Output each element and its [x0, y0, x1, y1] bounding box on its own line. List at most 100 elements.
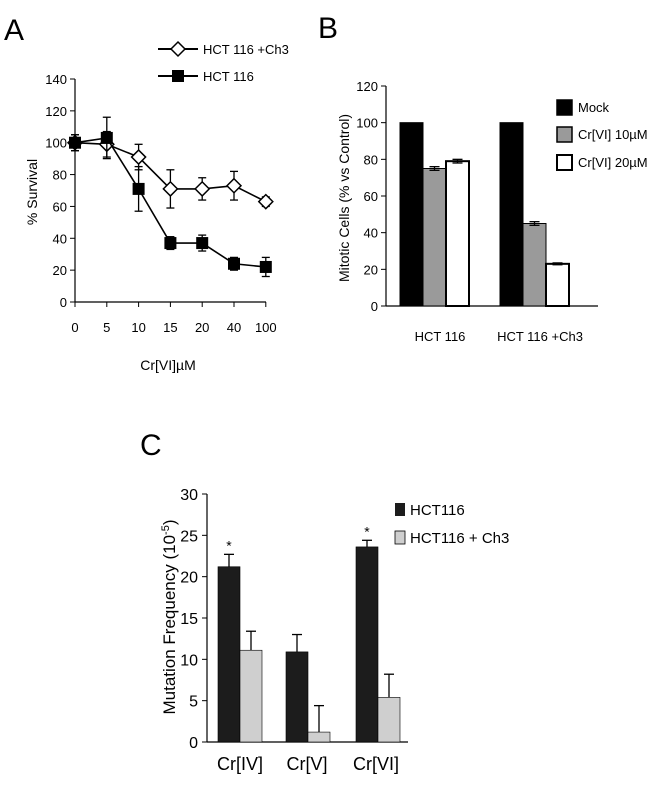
legend-marker-filled-square: [172, 70, 184, 82]
panel-a-x-axis-title: Cr[VI]µM: [140, 357, 196, 373]
bar: [522, 223, 547, 307]
data-point-square: [196, 237, 209, 250]
legend-label-mock: Mock: [578, 100, 610, 115]
bar: [285, 651, 309, 743]
y-tick-label: 20: [53, 263, 67, 278]
series-hct116-ch3: [66, 130, 274, 210]
panel-b-y-axis-title: Mitotic Cells (% vs Control): [336, 114, 352, 282]
panel-b-letter: B: [318, 12, 338, 45]
y-tick-label: 15: [180, 611, 198, 628]
y-tick-label: 60: [53, 199, 67, 214]
panel-a-y-axis-title: % Survival: [24, 159, 40, 225]
panel-c-y-ticks: 0 5 10 15 20 25 30: [180, 487, 207, 752]
panel-c-categories: Cr[IV] Cr[V] Cr[VI]: [217, 754, 399, 774]
y-tick-label: 5: [189, 694, 198, 711]
y-tick-label: 0: [189, 735, 198, 752]
legend-swatch-cr6-20um: [556, 154, 573, 171]
legend-swatch-cr6-10um: [556, 126, 573, 143]
panel-a-letter: A: [4, 14, 24, 47]
legend-swatch-mock: [556, 99, 573, 116]
series-hct116: [69, 116, 272, 278]
panel-c-legend: HCT116 HCT116 + Ch3: [394, 502, 509, 547]
y-tick-label: 20: [364, 262, 378, 277]
x-tick-label: 40: [227, 320, 241, 335]
data-point-diamond: [257, 193, 274, 210]
y-tick-label: 25: [180, 528, 198, 545]
panel-b-bars: [399, 122, 570, 308]
data-point-diamond: [130, 148, 147, 166]
y-tick-label: 120: [45, 104, 67, 119]
y-tick-label: 30: [180, 487, 198, 504]
y-tick-label: 20: [180, 570, 198, 587]
y-tick-label: 80: [53, 168, 67, 183]
panel-b-legend: Mock Cr[VI] 10µM Cr[VI] 20µM: [556, 99, 648, 171]
legend-label-hct116-ch3: HCT 116 +Ch3: [203, 42, 289, 57]
y-tick-label: 120: [356, 79, 378, 94]
panel-c-category-label: Cr[IV]: [217, 754, 263, 774]
legend-label-hct116: HCT 116: [203, 69, 254, 84]
y-tick-label: 0: [60, 295, 67, 310]
data-point-square: [259, 260, 272, 273]
panel-a-y-ticks: 0 20 40 60 80 100 120 140: [45, 72, 75, 310]
panel-c-category-label: Cr[VI]: [353, 754, 399, 774]
x-tick-label: 0: [71, 320, 78, 335]
panel-c-y-axis-title-main: Mutation Frequency (10: [160, 535, 179, 715]
panel-c-letter: C: [140, 429, 162, 462]
panel-c-category-label: Cr[V]: [286, 754, 327, 774]
data-point-diamond: [225, 177, 243, 194]
y-tick-label: 40: [53, 231, 67, 246]
legend-swatch-hct116-ch3: [394, 530, 406, 545]
significance-star: *: [226, 537, 232, 553]
data-point-diamond: [162, 180, 179, 197]
legend-label-hct116-ch3: HCT116 + Ch3: [410, 530, 509, 547]
panel-a-line-chart: A HCT 116 +Ch3 HCT 116 02040608010012014…: [4, 14, 289, 373]
y-tick-label: 100: [45, 136, 67, 151]
legend-label-cr6-10um: Cr[VI] 10µM: [578, 127, 648, 142]
bar: [499, 122, 524, 307]
panel-b-category-label: HCT 116: [415, 329, 466, 344]
bar: [422, 168, 447, 307]
panel-a-x-ticks: 0 5 10 15 20 40 100: [71, 302, 277, 335]
panel-b-y-ticks: 0 20 40 60 80 100 120: [356, 79, 386, 314]
bar: [239, 649, 263, 743]
y-tick-label: 60: [364, 189, 378, 204]
data-point-square: [100, 131, 113, 144]
y-tick-label: 100: [356, 116, 378, 131]
y-tick-label: 10: [180, 652, 198, 669]
legend-swatch-hct116: [395, 503, 405, 516]
y-tick-label: 0: [371, 299, 378, 314]
data-point-square: [228, 257, 240, 270]
x-tick-label: 10: [131, 320, 145, 335]
x-tick-label: 15: [163, 320, 177, 335]
legend-marker-open-diamond: [169, 40, 187, 58]
x-tick-label: 5: [103, 320, 110, 335]
bar: [355, 546, 379, 743]
panel-b-bar-chart: B 0 20 40 60 80 100 120 HCT 116 HCT 116 +Ch3 M…: [318, 12, 648, 344]
panel-c-bars: **: [217, 523, 401, 743]
panel-c-y-axis-title: Mutation Frequency (10-5): [160, 520, 179, 715]
panel-c-y-axis-title-exponent: -5: [160, 525, 172, 535]
significance-star: *: [364, 523, 370, 539]
y-tick-label: 140: [45, 72, 67, 87]
panel-a-legend: HCT 116 +Ch3 HCT 116: [158, 40, 289, 84]
data-point-square: [132, 182, 145, 195]
legend-label-hct116: HCT116: [410, 502, 465, 519]
legend-label-cr6-20um: Cr[VI] 20µM: [578, 155, 648, 170]
panel-c-y-axis-title-close: ): [160, 520, 179, 526]
x-tick-label: 100: [255, 320, 277, 335]
bar: [377, 697, 401, 743]
data-point-diamond: [194, 180, 211, 197]
data-point-square: [164, 237, 177, 250]
bar: [217, 566, 241, 743]
bar: [545, 262, 570, 308]
y-tick-label: 80: [364, 152, 378, 167]
panel-a-series: [66, 116, 274, 278]
bar: [399, 122, 424, 307]
panel-b-category-label: HCT 116 +Ch3: [497, 329, 583, 344]
data-point-square: [69, 136, 81, 149]
y-tick-label: 40: [364, 226, 378, 241]
bar: [307, 731, 331, 743]
x-tick-label: 20: [195, 320, 209, 335]
